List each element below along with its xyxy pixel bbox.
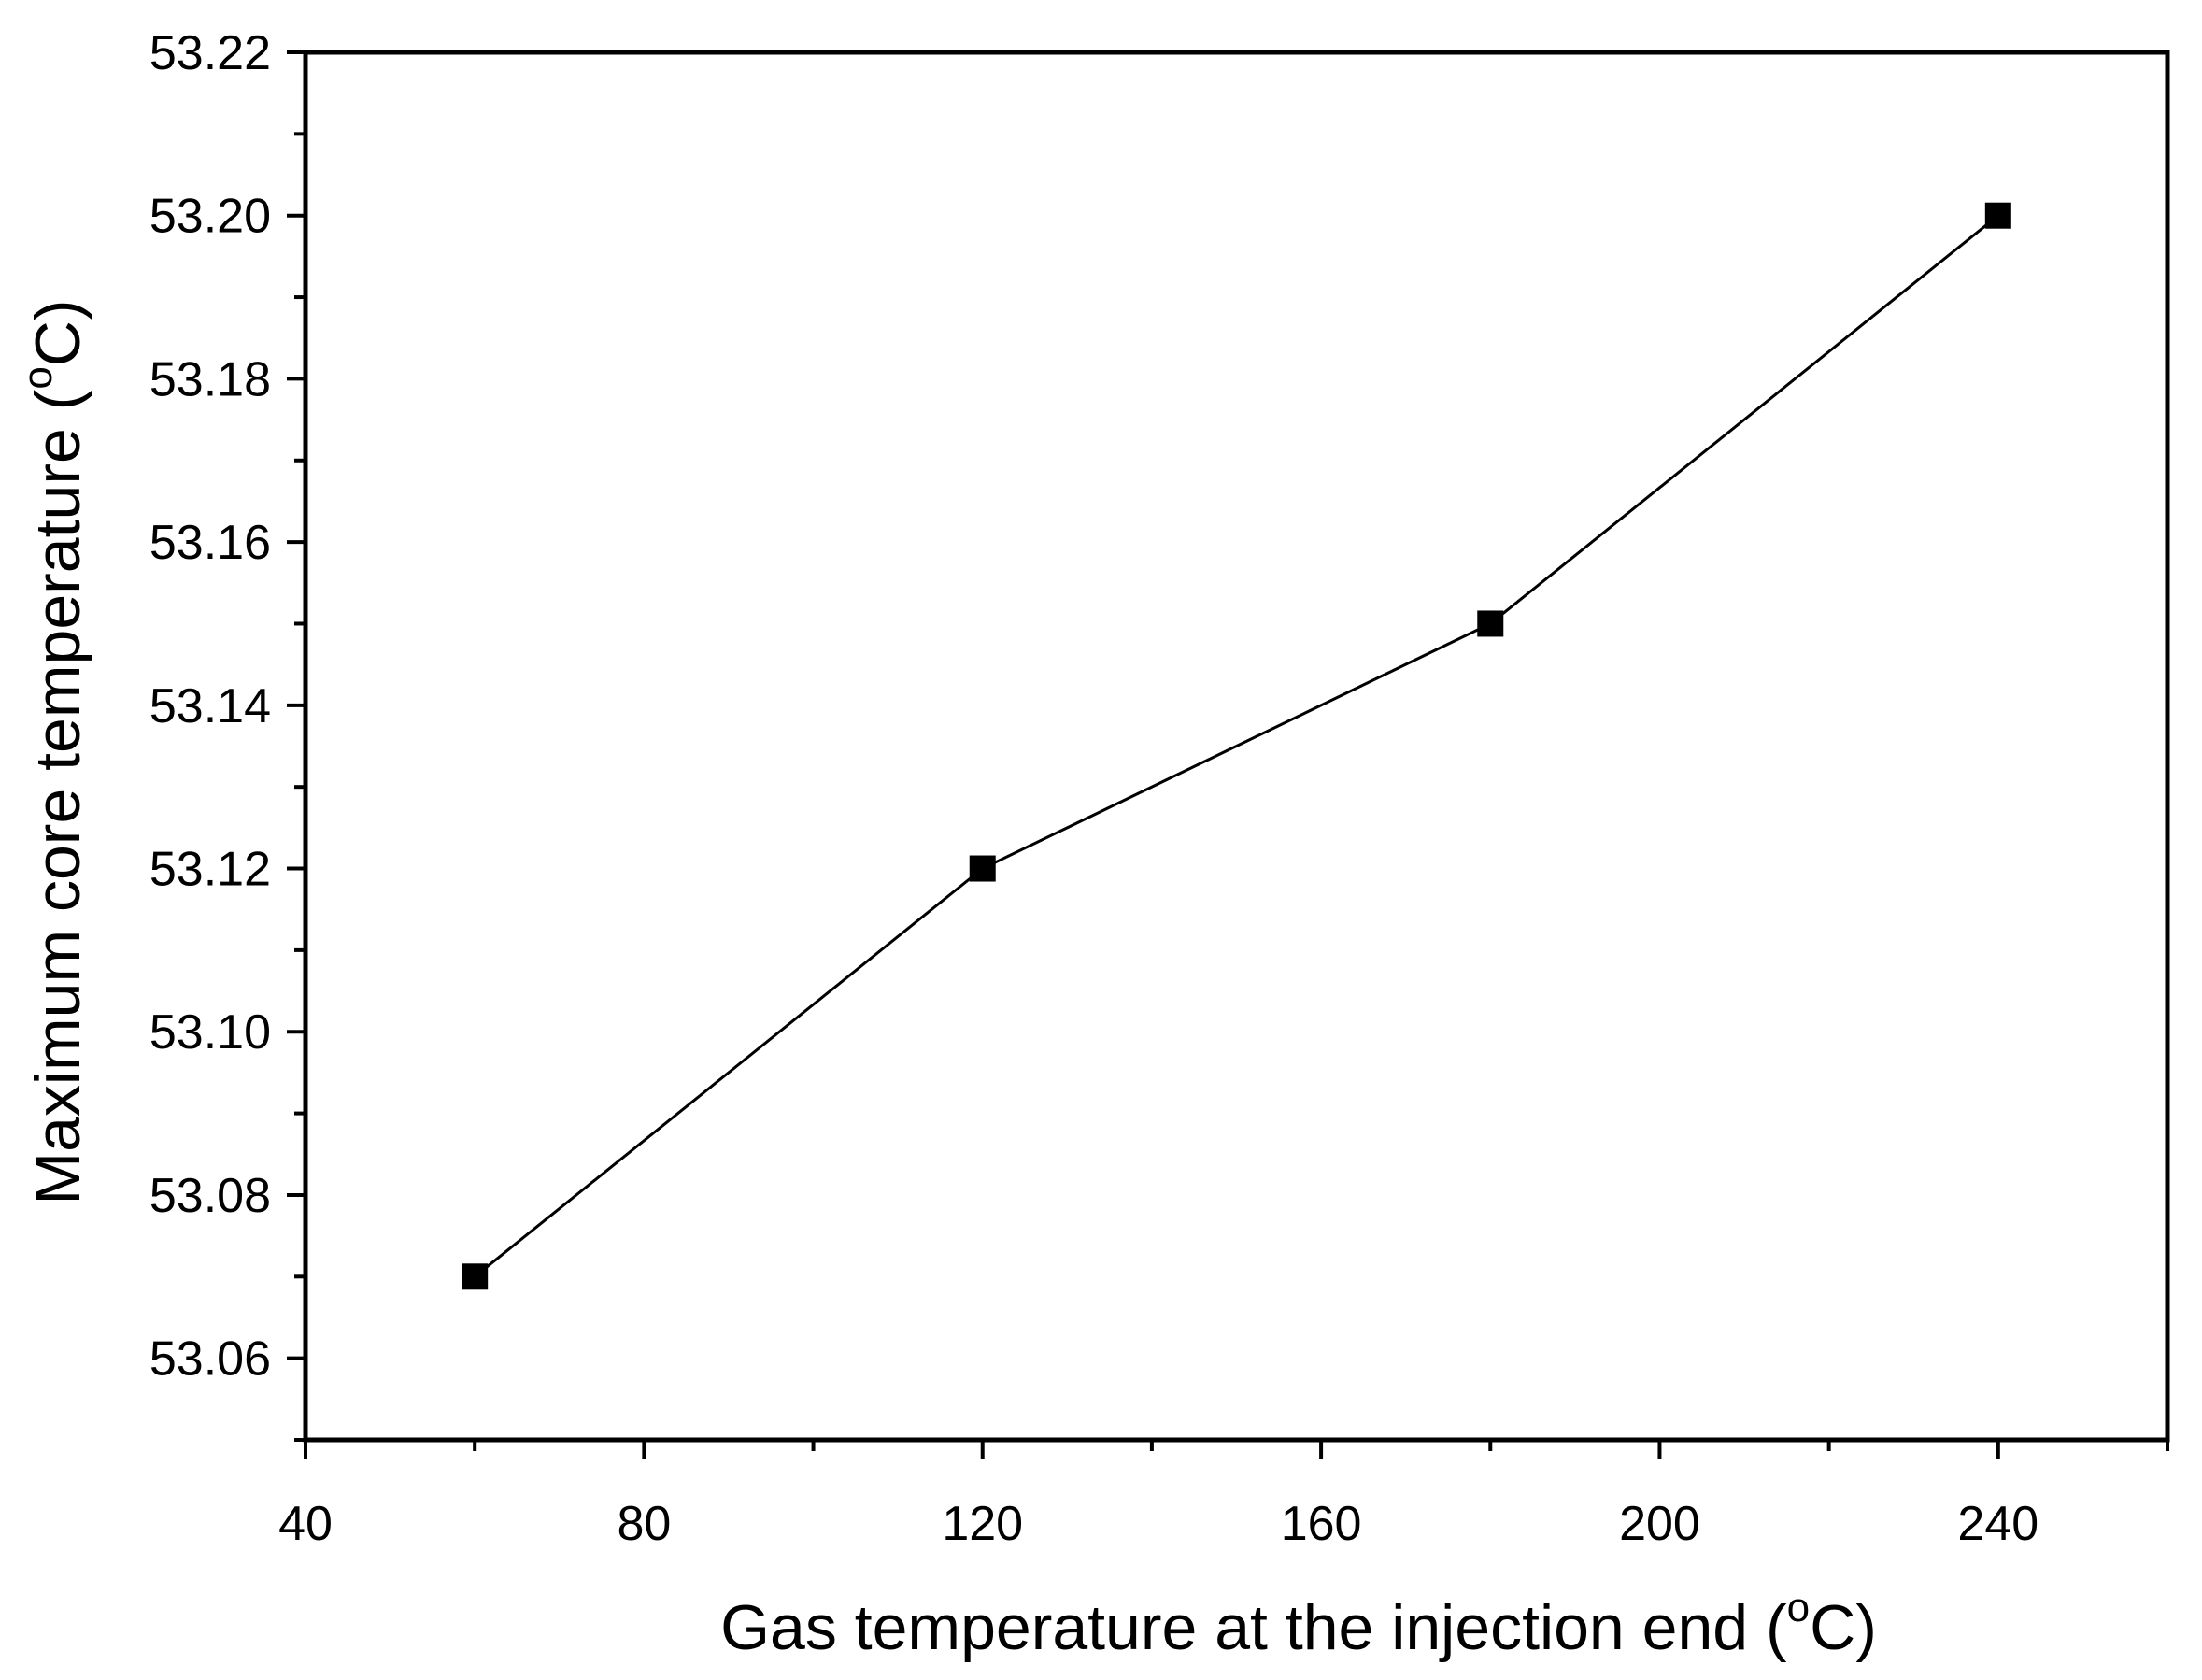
x-tick-label: 240: [1957, 1497, 2039, 1551]
plot-frame: [303, 50, 2170, 1443]
y-tick-label: 53.16: [149, 516, 271, 570]
y-tick-label: 53.20: [149, 190, 271, 244]
x-axis-title-superscript: o: [1787, 1585, 1810, 1630]
y-tick-label: 53.22: [149, 26, 271, 80]
data-point-marker: [462, 1263, 489, 1290]
y-tick-label: 53.06: [149, 1332, 271, 1387]
y-tick-label: 53.08: [149, 1169, 271, 1223]
x-tick-label: 40: [278, 1497, 333, 1551]
y-axis-ticks: [287, 50, 305, 1442]
y-tick-label: 53.10: [149, 1005, 271, 1060]
y-tick-label: 53.14: [149, 679, 271, 733]
y-axis-title-text: Maximum core temperature (: [22, 389, 93, 1204]
y-tick-label: 53.18: [149, 352, 271, 406]
x-tick-label: 160: [1281, 1497, 1362, 1551]
data-point-marker: [1477, 610, 1504, 637]
y-axis-tick-labels: 53.06 53.08 53.10 53.12 53.14 53.16 53.18 53.20…: [149, 26, 271, 1387]
data-point-marker: [1984, 202, 2011, 229]
x-tick-label: 120: [942, 1497, 1023, 1551]
x-tick-label: 200: [1619, 1497, 1700, 1551]
x-axis-tick-labels: 40 80 120 160 200 240: [278, 1497, 2039, 1551]
x-tick-label: 80: [617, 1497, 671, 1551]
x-axis-ticks: [304, 1440, 2169, 1459]
data-point-marker: [969, 855, 996, 882]
series-layer: [462, 202, 2011, 1290]
x-axis-title: Gas temperature at the injection end (oC…: [720, 1585, 1877, 1663]
y-tick-label: 53.12: [149, 843, 271, 897]
series-line: [474, 214, 1999, 1278]
y-axis-title: Maximum core temperature (oC): [15, 299, 93, 1204]
y-axis-title-unit: C): [22, 299, 93, 366]
x-axis-title-unit: C): [1810, 1592, 1877, 1663]
y-axis-title-superscript: o: [15, 366, 61, 389]
x-axis-title-text: Gas temperature at the injection end (: [720, 1592, 1787, 1663]
